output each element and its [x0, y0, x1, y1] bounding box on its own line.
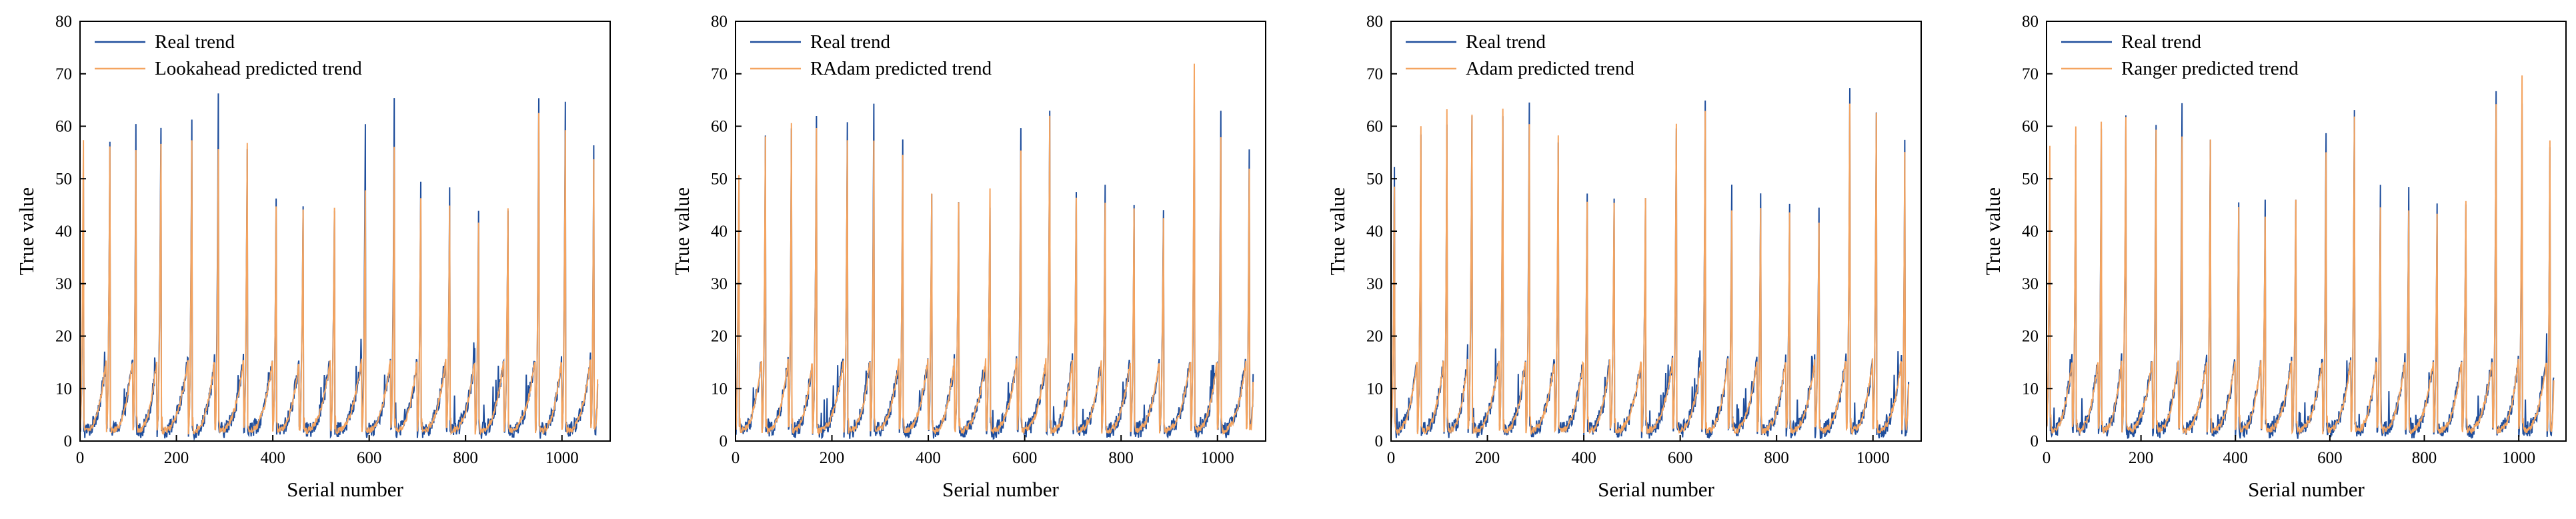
y-tick-label: 10: [1366, 380, 1383, 398]
legend-label: Adam predicted trend: [1466, 58, 1634, 79]
legend-label: Lookahead predicted trend: [155, 58, 362, 79]
y-tick-label: 60: [1366, 118, 1383, 136]
y-tick-label: 20: [2022, 328, 2039, 346]
plot-frame: [1390, 21, 1922, 442]
y-tick-label: 0: [2031, 432, 2039, 450]
legend-label: Ranger predicted trend: [2121, 58, 2299, 79]
x-tick-label: 0: [1387, 449, 1396, 467]
series-line-real-trend: [80, 93, 599, 441]
x-axis-title: Serial number: [942, 478, 1059, 501]
plot-frame: [735, 21, 1266, 442]
plot-frame: [79, 21, 611, 442]
y-axis-title: True value: [670, 187, 694, 275]
x-tick-label: 400: [1571, 449, 1596, 467]
series-line-predicted-trend: [2047, 75, 2555, 436]
y-tick-label: 60: [2022, 118, 2039, 136]
series-line-predicted-trend: [736, 63, 1254, 436]
y-tick-label: 40: [1366, 223, 1383, 241]
x-tick-label: 200: [820, 449, 845, 467]
x-axis-title: Serial number: [1598, 478, 1714, 501]
y-tick-label: 0: [64, 432, 73, 450]
y-axis-title: True value: [1326, 187, 1349, 275]
y-tick-label: 70: [55, 65, 72, 83]
y-tick-label: 0: [1375, 432, 1384, 450]
y-tick-label: 20: [1366, 328, 1383, 346]
y-tick-label: 60: [711, 118, 728, 136]
y-tick-label: 10: [55, 380, 72, 398]
x-tick-label: 1000: [1201, 449, 1234, 467]
y-tick-label: 70: [711, 65, 728, 83]
y-tick-label: 80: [711, 13, 728, 31]
x-tick-label: 400: [916, 449, 941, 467]
y-tick-label: 60: [55, 118, 72, 136]
y-tick-label: 30: [2022, 275, 2039, 293]
y-tick-label: 20: [55, 328, 72, 346]
legend-label: Real trend: [2121, 31, 2201, 53]
y-tick-label: 30: [711, 275, 728, 293]
x-tick-label: 600: [357, 449, 382, 467]
series-line-real-trend: [736, 97, 1254, 440]
y-tick-label: 40: [55, 223, 72, 241]
x-tick-label: 1000: [545, 449, 579, 467]
series-line-predicted-trend: [1391, 103, 1910, 436]
y-tick-label: 80: [2022, 13, 2039, 31]
series-line-real-trend: [2047, 91, 2555, 439]
x-tick-label: 1000: [1856, 449, 1890, 467]
y-tick-label: 70: [2022, 65, 2039, 83]
plot-frame: [2046, 21, 2567, 442]
y-tick-label: 50: [1366, 170, 1383, 188]
x-tick-label: 200: [164, 449, 189, 467]
y-axis-title: True value: [15, 187, 38, 275]
x-tick-label: 400: [260, 449, 285, 467]
y-tick-label: 10: [711, 380, 728, 398]
y-tick-label: 40: [2022, 223, 2039, 241]
legend-label: Real trend: [155, 31, 235, 53]
y-tick-label: 30: [1366, 275, 1383, 293]
x-tick-label: 0: [732, 449, 740, 467]
series-line-predicted-trend: [80, 113, 599, 436]
y-axis-title: True value: [1981, 187, 2005, 275]
y-tick-label: 80: [1366, 13, 1383, 31]
x-tick-label: 800: [453, 449, 478, 467]
y-tick-label: 30: [55, 275, 72, 293]
legend-label: Real trend: [810, 31, 890, 53]
x-tick-label: 0: [76, 449, 85, 467]
legend-label: RAdam predicted trend: [810, 58, 992, 79]
y-tick-label: 10: [2022, 380, 2039, 398]
x-tick-label: 600: [1668, 449, 1693, 467]
x-axis-title: Serial number: [2248, 478, 2365, 501]
y-tick-label: 50: [2022, 170, 2039, 188]
x-tick-label: 0: [2043, 449, 2051, 467]
x-tick-label: 600: [2317, 449, 2343, 467]
y-tick-label: 0: [720, 432, 728, 450]
y-tick-label: 70: [1366, 65, 1383, 83]
y-tick-label: 50: [55, 170, 72, 188]
y-tick-label: 50: [711, 170, 728, 188]
y-tick-label: 40: [711, 223, 728, 241]
x-tick-label: 800: [1108, 449, 1134, 467]
x-tick-label: 800: [2412, 449, 2437, 467]
y-tick-label: 20: [711, 328, 728, 346]
y-tick-label: 80: [55, 13, 72, 31]
x-tick-label: 200: [1475, 449, 1500, 467]
x-tick-label: 400: [2223, 449, 2249, 467]
series-line-real-trend: [1391, 88, 1910, 439]
x-axis-title: Serial number: [287, 478, 403, 501]
x-tick-label: 800: [1764, 449, 1789, 467]
x-tick-label: 1000: [2502, 449, 2535, 467]
legend-label: Real trend: [1466, 31, 1546, 53]
x-tick-label: 600: [1012, 449, 1038, 467]
x-tick-label: 200: [2129, 449, 2154, 467]
